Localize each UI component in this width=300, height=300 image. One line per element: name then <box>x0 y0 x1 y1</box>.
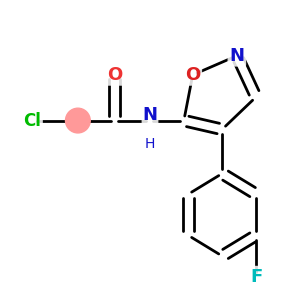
Text: O: O <box>185 66 200 84</box>
Text: F: F <box>250 268 262 286</box>
Text: N: N <box>142 106 158 124</box>
Circle shape <box>65 108 90 133</box>
Text: N: N <box>230 47 244 65</box>
Text: O: O <box>107 66 122 84</box>
Text: H: H <box>145 137 155 151</box>
Text: Cl: Cl <box>23 112 41 130</box>
